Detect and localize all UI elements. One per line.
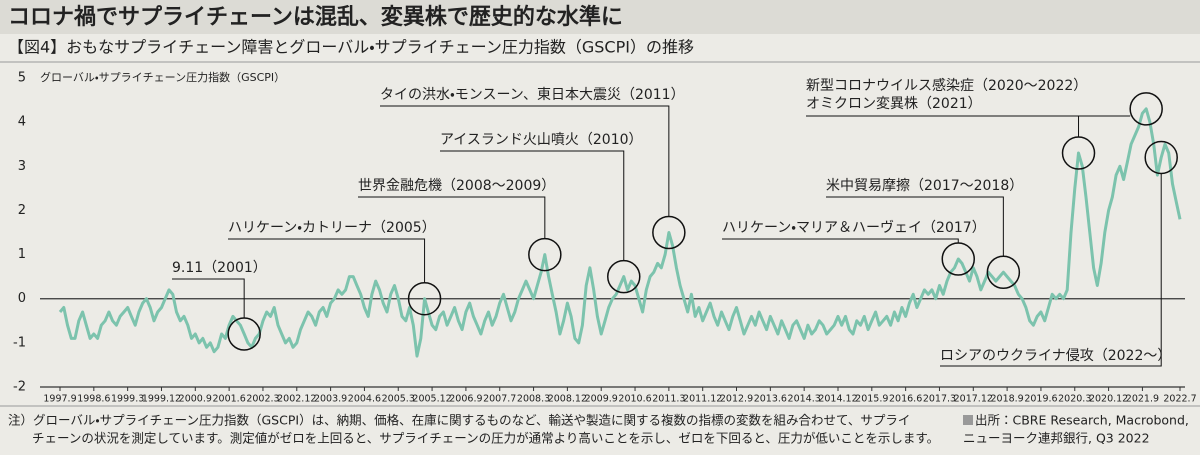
leader-line	[440, 150, 625, 261]
x-tick-label: 2014.12	[818, 394, 857, 405]
annotation: ロシアのウクライナ侵攻（2022～）	[940, 347, 1171, 364]
x-tick-label: 2014.3	[788, 394, 821, 405]
annotation: 米中貿易摩擦（2017～2018）	[826, 178, 1023, 194]
annotation: タイの洪水・モンスーン、東日本大震災（2011）	[380, 87, 685, 103]
x-tick-label: 2016.6	[889, 394, 922, 405]
leader-line	[358, 196, 546, 239]
annotation: 新型コロナウイルス感染症（2020～2022）	[806, 77, 1087, 94]
note: 注）グローバル・サプライチェーン圧力指数（GSCPI）は、納期、価格、在庫に関す…	[8, 413, 910, 428]
event-circle	[1129, 92, 1163, 126]
note: チェーンの状況を測定しています。測定値がゼロを上回ると、サプライチェーンの圧力が…	[32, 431, 939, 446]
y-tick-label: 2	[18, 203, 26, 218]
x-tick-label: 2011.12	[683, 394, 722, 405]
x-tick-label: 2009.9	[585, 394, 618, 405]
y-tick-label: 5	[18, 71, 26, 86]
x-tick-label: 2008.3	[517, 394, 550, 405]
annotation: ハリケーン・マリア＆ハーヴェイ（2017）	[722, 219, 986, 236]
chart-title: コロナ禍でサプライチェーンは混乱、変異株で歴史的な水準に	[8, 4, 623, 30]
x-tick-label: 2004.6	[348, 394, 381, 405]
leader-line	[722, 238, 959, 243]
x-tick-label: 2002.3	[246, 394, 279, 405]
x-tick-label: 2011.3	[652, 394, 685, 405]
leader-line	[228, 238, 426, 283]
y-tick-label: -2	[13, 380, 26, 395]
chart-subtitle: 【図4】おもなサプライチェーン障害とグローバル・サプライチェーン圧力指数（GSC…	[8, 38, 694, 57]
y-tick-label: 3	[18, 159, 26, 174]
x-tick-label: 2017.12	[954, 394, 993, 405]
y-tick-label: 0	[18, 291, 26, 306]
y-tick-label: -1	[13, 335, 26, 350]
x-tick-label: 2020.12	[1089, 394, 1128, 405]
x-tick-label: 2005.12	[412, 394, 451, 405]
x-tick-label: 2018.9	[990, 394, 1023, 405]
x-tick-label: 2001.6	[213, 394, 246, 405]
annotation: アイスランド火山噴火（2010）	[440, 132, 643, 148]
x-tick-label: 2010.6	[618, 394, 651, 405]
x-tick-label: 1999.12	[142, 394, 181, 405]
source-mark	[963, 415, 973, 425]
y-tick-label: 1	[18, 247, 26, 262]
x-tick-label: 1997.9	[43, 394, 76, 405]
x-tick-label: 2019.6	[1024, 394, 1057, 405]
leader-line	[806, 115, 1080, 138]
x-tick-label: 2007.7	[483, 394, 516, 405]
x-tick-label: 2017.3	[923, 394, 956, 405]
data-line	[58, 107, 1182, 358]
x-tick-label: 2021.9	[1126, 394, 1159, 405]
x-tick-label: 1998.6	[77, 394, 110, 405]
y-axis-label: グローバル・サプライチェーン圧力指数（GSCPI）	[40, 70, 285, 84]
x-tick-label: 2005.3	[382, 394, 415, 405]
x-tick-label: 2002.12	[277, 394, 316, 405]
x-tick-label: 2012.9	[720, 394, 753, 405]
x-tick-label: 2015.9	[855, 394, 888, 405]
x-tick-label: 2022.7	[1163, 394, 1196, 405]
leader-line	[826, 196, 1004, 257]
x-tick-label: 2013.6	[754, 394, 787, 405]
source: ニューヨーク連邦銀行, Q3 2022	[963, 431, 1150, 446]
annotation: オミクロン変異株（2021）	[806, 96, 982, 112]
x-tick-label: 2003.9	[314, 394, 347, 405]
annotation: 世界金融危機（2008～2009）	[358, 178, 555, 194]
title-band	[0, 0, 1200, 34]
x-tick-label: 2006.9	[449, 394, 482, 405]
x-tick-label: 2020.3	[1058, 394, 1091, 405]
x-tick-label: 1999.3	[111, 394, 144, 405]
x-tick-label: 2008.12	[548, 394, 587, 405]
x-tick-label: 2000.9	[179, 394, 212, 405]
annotation: ハリケーン・カトリーナ（2005）	[228, 220, 436, 236]
source: 出所：CBRE Research, Macrobond,	[975, 413, 1189, 428]
leader-line	[380, 105, 670, 217]
leader-line	[940, 173, 1162, 367]
leader-line	[172, 278, 245, 319]
y-tick-label: 4	[18, 115, 26, 130]
annotation: 9.11（2001）	[172, 260, 267, 276]
